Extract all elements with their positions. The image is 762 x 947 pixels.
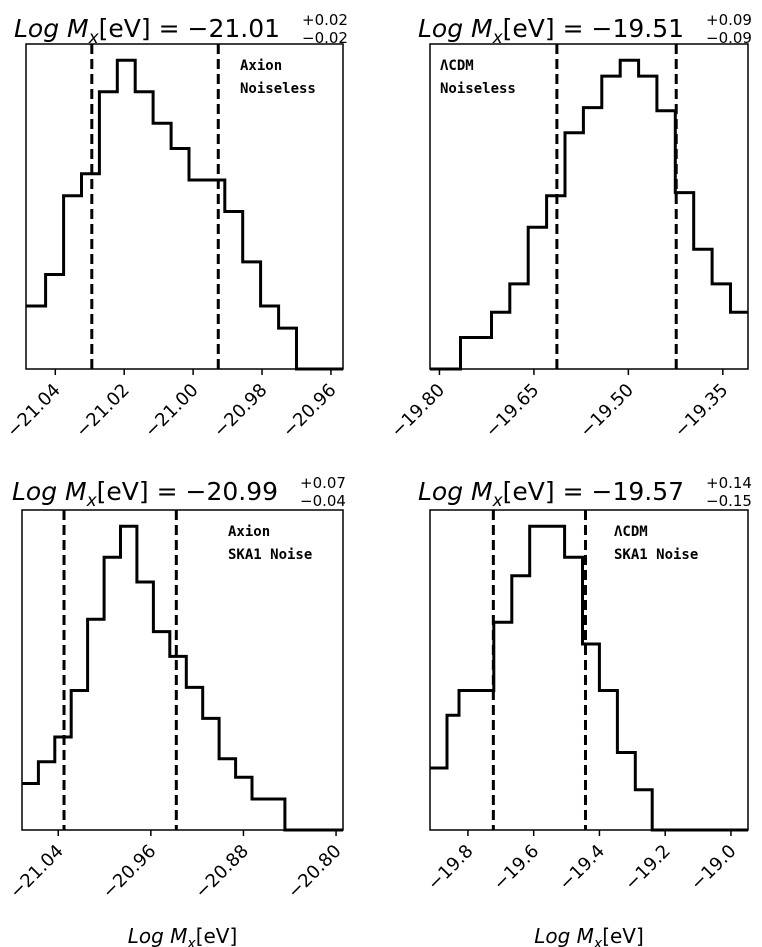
panel-annotation: ΛCDM bbox=[440, 58, 474, 74]
panel-title: Log Mx[eV] = −19.51 bbox=[418, 14, 684, 48]
panel-annotation: Axion bbox=[240, 58, 282, 74]
axes-frame bbox=[21, 509, 344, 831]
x-tick-label: −20.80 bbox=[284, 841, 346, 903]
axes-frame bbox=[429, 509, 749, 831]
panel-annotation: Axion bbox=[228, 524, 270, 540]
panel-annotation: ΛCDM bbox=[614, 524, 648, 540]
x-tick-label: −19.2 bbox=[621, 841, 675, 895]
histogram-panel-3: −21.04 −20.96 −20.88 −20.80 Axion SKA1 Noise L… bbox=[6, 474, 346, 947]
x-tick-label: −19.65 bbox=[481, 380, 543, 442]
x-tick-label: −21.04 bbox=[3, 380, 65, 442]
x-tick-label: −19.35 bbox=[670, 380, 732, 442]
title-upper-error: +0.09 bbox=[706, 11, 752, 29]
histogram-steps bbox=[26, 58, 343, 371]
panel-annotation: SKA1 Noise bbox=[228, 547, 312, 563]
histogram-panel-4: −19.8 −19.6 −19.4 −19.2 −19.0 ΛCDM SKA1 Noise L… bbox=[418, 474, 752, 947]
panel-title: Log Mx[eV] = −19.57 bbox=[418, 477, 684, 511]
x-tick-label: −19.80 bbox=[387, 380, 449, 442]
panel-title: Log Mx[eV] = −20.99 bbox=[12, 477, 278, 511]
title-upper-error: +0.07 bbox=[300, 474, 346, 492]
title-lower-error: −0.15 bbox=[706, 492, 752, 510]
title-upper-error: +0.14 bbox=[706, 474, 752, 492]
x-axis-label: Log Mx[eV] bbox=[128, 924, 238, 947]
title-lower-error: −0.09 bbox=[706, 29, 752, 47]
x-tick-label: −19.6 bbox=[489, 841, 543, 895]
panel-annotation: SKA1 Noise bbox=[614, 547, 698, 563]
panel-annotation: Noiseless bbox=[240, 81, 316, 97]
axes-frame bbox=[429, 43, 749, 370]
x-axis-label: Log Mx[eV] bbox=[534, 924, 644, 947]
histogram-panel-2: −19.80 −19.65 −19.50 −19.35 ΛCDM Noiseless Log… bbox=[387, 11, 752, 442]
histogram-steps bbox=[430, 524, 748, 832]
x-tick-label: −21.00 bbox=[141, 380, 203, 442]
x-tick-label: −20.96 bbox=[279, 380, 341, 442]
title-lower-error: −0.04 bbox=[300, 492, 346, 510]
x-tick-label: −19.8 bbox=[424, 841, 478, 895]
histogram-steps bbox=[22, 524, 343, 832]
x-tick-label: −20.98 bbox=[210, 380, 272, 442]
x-tick-label: −21.02 bbox=[72, 380, 134, 442]
x-tick-label: −19.4 bbox=[555, 841, 609, 895]
axes-frame bbox=[25, 43, 344, 370]
title-lower-error: −0.02 bbox=[302, 29, 348, 47]
panel-annotation: Noiseless bbox=[440, 81, 516, 97]
title-upper-error: +0.02 bbox=[302, 11, 348, 29]
histogram-steps bbox=[430, 58, 748, 371]
x-tick-label: −21.04 bbox=[6, 841, 68, 903]
x-tick-label: −19.50 bbox=[576, 380, 638, 442]
x-tick-label: −19.0 bbox=[687, 841, 741, 895]
x-tick-label: −20.96 bbox=[98, 841, 160, 903]
panel-title: Log Mx[eV] = −21.01 bbox=[14, 14, 280, 48]
x-tick-label: −20.88 bbox=[191, 841, 253, 903]
histogram-panel-1: −21.04 −21.02 −21.00 −20.98 −20.96 Axion Noise… bbox=[3, 11, 348, 442]
